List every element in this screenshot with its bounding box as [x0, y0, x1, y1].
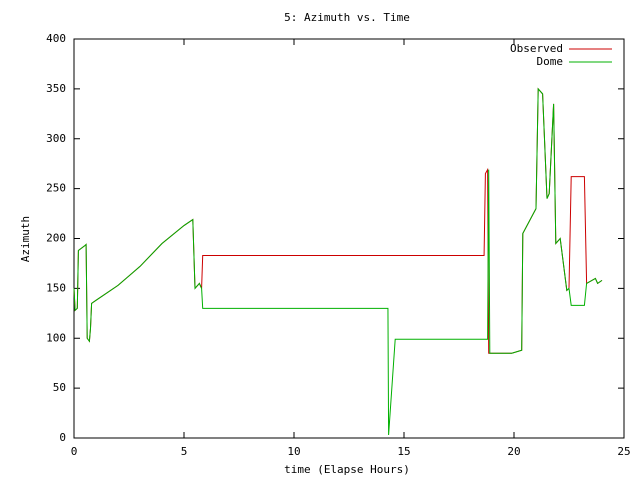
y-tick-label: 350 [46, 82, 66, 95]
plot-frame [73, 38, 625, 439]
legend-label: Dome [537, 55, 564, 68]
y-tick-label: 200 [46, 232, 66, 245]
x-tick-label: 15 [397, 445, 410, 458]
x-tick-label: 20 [507, 445, 520, 458]
y-tick-label: 250 [46, 182, 66, 195]
x-tick-label: 5 [181, 445, 188, 458]
x-tick-label: 10 [287, 445, 300, 458]
y-tick-label: 50 [53, 381, 66, 394]
y-tick-label: 100 [46, 331, 66, 344]
x-tick-label: 25 [617, 445, 630, 458]
data-line [73, 87, 603, 436]
y-tick-label: 150 [46, 281, 66, 294]
y-tick-label: 300 [46, 132, 66, 145]
data-line [73, 87, 603, 354]
y-tick-label: 0 [59, 431, 66, 444]
chart-title: 5: Azimuth vs. Time [284, 11, 410, 24]
x-tick-label: 0 [71, 445, 78, 458]
legend-label: Observed [510, 42, 563, 55]
y-tick-label: 400 [46, 32, 66, 45]
y-axis-label: Azimuth [19, 216, 32, 262]
x-axis-label: time (Elapse Hours) [284, 463, 410, 476]
